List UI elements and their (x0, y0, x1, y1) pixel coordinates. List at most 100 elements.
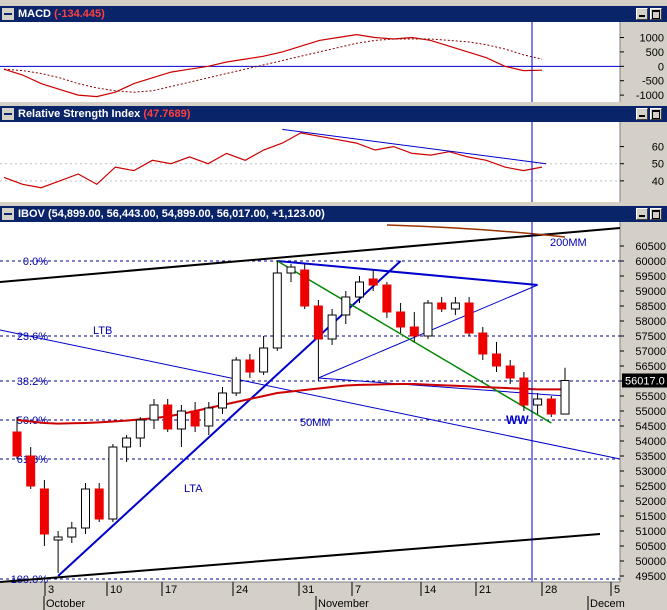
minimize-button[interactable] (636, 108, 648, 120)
candle (259, 347, 269, 373)
y-tick-label: 57500 (635, 331, 666, 343)
y-tick-label: 55500 (635, 391, 666, 403)
fib-level-label: 0.0% (23, 256, 48, 268)
maximize-button[interactable] (650, 8, 662, 20)
rsi-value: (47.7689) (143, 108, 191, 120)
macd-panel: MACD (-134.445) 1000 500 0 -500 -1000 (0, 6, 667, 102)
candle (533, 398, 543, 406)
maximize-button[interactable] (650, 208, 662, 220)
candle (313, 305, 323, 340)
rsi-title: Relative Strength Index (47.7689) (18, 108, 191, 120)
y-tick-label: 50000 (635, 556, 666, 568)
axis-background (620, 22, 667, 102)
lower-channel-line (0, 533, 601, 583)
panel-menu-icon[interactable] (2, 108, 14, 120)
maximize-button[interactable] (650, 108, 662, 120)
wedge-top-line (277, 260, 538, 286)
panel-menu-icon[interactable] (2, 8, 14, 20)
y-tick-label: 52500 (635, 481, 666, 493)
month-label: Decem (590, 598, 625, 610)
candle (327, 314, 337, 340)
y-tick-label: 51500 (635, 511, 666, 523)
panel-menu-icon[interactable] (2, 208, 14, 220)
minimize-button[interactable] (636, 8, 648, 20)
candle (382, 284, 392, 313)
lta-label: LTA (184, 483, 203, 495)
x-tick-label: 21 (479, 584, 491, 596)
ltb-label: LTB (93, 325, 112, 337)
y-tick-label: 58500 (635, 301, 666, 313)
price-title: IBOV (54,899.00, 56,443.00, 54,899.00, 5… (18, 208, 325, 220)
y-tick-label: 60000 (635, 256, 666, 268)
y-tick-label: 57000 (635, 346, 666, 358)
y-tick-label: 59000 (635, 286, 666, 298)
candle (122, 437, 132, 448)
candle (204, 407, 214, 427)
last-price-marker (622, 373, 667, 388)
candle (149, 404, 159, 421)
price-titlebar[interactable]: IBOV (54,899.00, 56,443.00, 54,899.00, 5… (0, 206, 667, 222)
x-tick-label: 14 (424, 584, 436, 596)
axis-background (620, 122, 667, 202)
candle (396, 311, 406, 328)
fib-level-label: 38.2% (17, 376, 48, 388)
candle (218, 392, 227, 409)
price-panel: IBOV (54,899.00, 56,443.00, 54,899.00, 5… (0, 206, 667, 610)
ltb-trendline (0, 329, 621, 460)
upper-channel-line (0, 227, 621, 283)
candle (53, 536, 63, 541)
x-tick-label: 17 (165, 584, 177, 596)
y-tick-label: 53500 (635, 451, 666, 463)
month-label: October (46, 598, 85, 610)
candle (135, 419, 145, 439)
candle (464, 302, 474, 334)
candle (341, 296, 351, 316)
candle (272, 272, 282, 349)
price-values: (54,899.00, 56,443.00, 54,899.00, 56,017… (47, 208, 325, 220)
x-tick-label: 24 (236, 584, 248, 596)
x-tick-label: 7 (355, 584, 361, 596)
plot-background (0, 22, 620, 102)
candle (505, 365, 515, 379)
rsi-titlebar[interactable]: Relative Strength Index (47.7689) (0, 106, 667, 122)
ww-label: WW (506, 413, 529, 427)
candle (94, 488, 104, 520)
y-tick-label: 60 (652, 142, 664, 154)
macd-titlebar[interactable]: MACD (-134.445) (0, 6, 667, 22)
series-line-0 (3, 33, 543, 98)
y-tick-label: 500 (646, 47, 664, 59)
rsi-chart: 60 50 40 (0, 122, 667, 202)
candle (546, 398, 556, 415)
candle (300, 269, 310, 307)
axis-background (620, 222, 667, 610)
y-tick-label: -1000 (636, 90, 664, 102)
macd-value: (-134.445) (54, 8, 105, 20)
ma50-label: 50MM (300, 417, 331, 429)
y-tick-label: 50 (652, 159, 664, 171)
last-price-label: 56017.0 (625, 375, 665, 387)
candle (355, 281, 364, 298)
x-tick-label: 10 (110, 584, 122, 596)
price-chart: 60500 60000 59500 59000 58500 58000 57500 57000… (0, 222, 667, 610)
month-label: November (318, 598, 369, 610)
ma200-label: 200MM (550, 237, 587, 249)
candle (409, 326, 419, 337)
y-tick-label: 0 (658, 61, 664, 73)
candle (286, 266, 296, 274)
y-tick-label: 40 (652, 176, 664, 188)
candle (519, 377, 529, 406)
candle (81, 488, 90, 529)
y-tick-label: 59500 (635, 271, 666, 283)
y-tick-label: 52000 (635, 496, 666, 508)
candle (423, 302, 433, 337)
candle (450, 302, 460, 310)
candle (190, 410, 200, 427)
minimize-button[interactable] (636, 208, 648, 220)
candle (368, 278, 378, 286)
y-tick-label: 54500 (635, 421, 666, 433)
candle (245, 359, 255, 373)
y-tick-label: -500 (642, 76, 664, 88)
macd-chart: 1000 500 0 -500 -1000 (0, 22, 667, 102)
candle (492, 353, 501, 367)
rsi-panel: Relative Strength Index (47.7689) 60 50 40 (0, 106, 667, 202)
